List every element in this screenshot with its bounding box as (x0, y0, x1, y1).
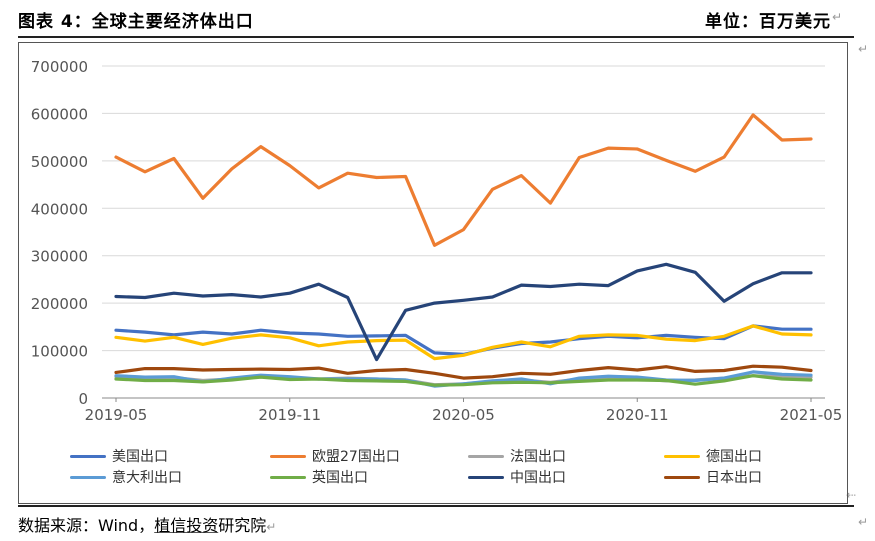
x-tick-label: 2019-11 (258, 406, 321, 424)
paragraph-mark-icon: ↵ (858, 515, 869, 529)
legend-item: 意大利出口 (70, 467, 182, 487)
legend-label: 英国出口 (312, 470, 368, 486)
paragraph-mark-icon: ↵ (858, 42, 869, 56)
legend-swatch (664, 454, 700, 458)
y-tick-label: 700000 (31, 58, 88, 76)
arrow-mark-icon: ⇠ (846, 488, 857, 502)
series-line (114, 324, 813, 361)
legend-label: 意大利出口 (112, 470, 182, 486)
series-line (114, 364, 813, 380)
paragraph-mark-icon: ↵ (266, 520, 277, 534)
legend-label: 美国出口 (112, 449, 168, 465)
legend-swatch (70, 454, 106, 458)
legend-item: 日本出口 (664, 467, 762, 487)
legend-item: 德国出口 (664, 446, 762, 466)
x-tick-label: 2020-11 (606, 406, 669, 424)
y-tick-label: 100000 (31, 343, 88, 361)
legend-swatch (270, 475, 306, 479)
legend-label: 德国出口 (706, 449, 762, 465)
legend-swatch (664, 475, 700, 479)
source-suffix: 研究院 (218, 516, 267, 535)
legend-swatch (468, 475, 504, 479)
series-line (114, 374, 813, 387)
legend-item: 美国出口 (70, 446, 168, 466)
legend-label: 中国出口 (510, 470, 566, 486)
bottom-rule (18, 505, 854, 507)
y-tick-label: 500000 (31, 153, 88, 171)
x-tick-label: 2021-05 (780, 406, 843, 424)
source-note: 数据来源：Wind，植信投资研究院↵ (18, 512, 276, 536)
legend-item: 法国出口 (468, 446, 566, 466)
legend-swatch (270, 454, 306, 458)
source-prefix: 数据来源：Wind， (18, 516, 155, 535)
legend-label: 欧盟27国出口 (312, 449, 400, 465)
legend-swatch (468, 454, 504, 458)
top-rule (18, 36, 854, 38)
y-tick-label: 400000 (31, 200, 88, 218)
x-tick-label: 2020-05 (432, 406, 495, 424)
legend-label: 法国出口 (510, 449, 566, 465)
y-tick-label: 300000 (31, 248, 88, 266)
legend-swatch (70, 475, 106, 479)
series-line (114, 262, 813, 362)
legend-label: 日本出口 (706, 470, 762, 486)
legend-item: 英国出口 (270, 467, 368, 487)
chart-frame (18, 42, 848, 504)
legend-item: 欧盟27国出口 (270, 446, 400, 466)
legend-item: 中国出口 (468, 467, 566, 487)
y-tick-label: 600000 (31, 105, 88, 123)
chart-title: 图表 4：全球主要经济体出口 (18, 12, 254, 32)
x-tick-label: 2019-05 (85, 406, 148, 424)
series-line (114, 113, 813, 247)
paragraph-mark-icon: ↵ (832, 10, 843, 24)
unit-label: 单位：百万美元 (705, 12, 831, 32)
y-tick-label: 0 (78, 390, 88, 408)
y-tick-label: 200000 (31, 295, 88, 313)
source-brand: 植信投资 (154, 516, 219, 535)
